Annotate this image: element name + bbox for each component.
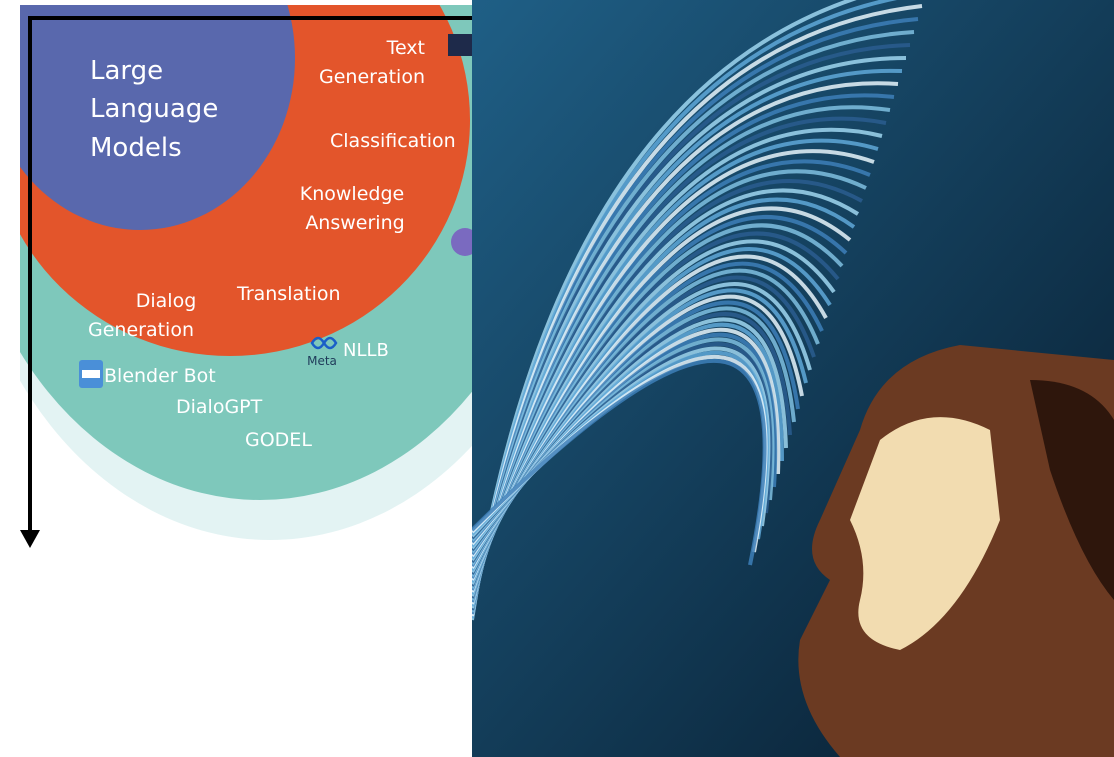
task-label: Translation <box>236 283 341 305</box>
task-label: Text <box>386 37 425 59</box>
man-hair <box>1030 380 1114 600</box>
face-line <box>472 358 767 566</box>
task-label: Generation <box>88 319 194 341</box>
core-label: Models <box>90 133 182 163</box>
meta-logo <box>310 336 338 350</box>
task-label: Classification <box>330 130 456 152</box>
arrow-head <box>20 530 40 548</box>
model-label: NLLB <box>343 340 389 361</box>
illustration <box>472 0 1114 757</box>
man-face-light <box>850 417 1000 650</box>
model-label: Blender Bot <box>104 365 216 387</box>
task-label: Knowledge <box>300 183 404 205</box>
model-label: DialoGPT <box>176 396 263 418</box>
task-label: Answering <box>305 212 404 234</box>
task-label: Dialog <box>136 290 197 312</box>
diagram: Large Language Models Text Generation Cl… <box>20 5 472 540</box>
core-circle <box>20 5 295 230</box>
brand-label: Meta <box>307 354 337 368</box>
model-label: GODEL <box>245 429 312 451</box>
core-label: Large <box>90 56 163 86</box>
blender-icon-detail <box>82 370 100 378</box>
core-label: Language <box>90 94 218 124</box>
line-face <box>472 0 923 621</box>
logo-fragment <box>448 34 472 56</box>
axis-arrow <box>28 16 472 535</box>
logo-fragment <box>451 228 472 256</box>
task-label: Generation <box>319 66 425 88</box>
